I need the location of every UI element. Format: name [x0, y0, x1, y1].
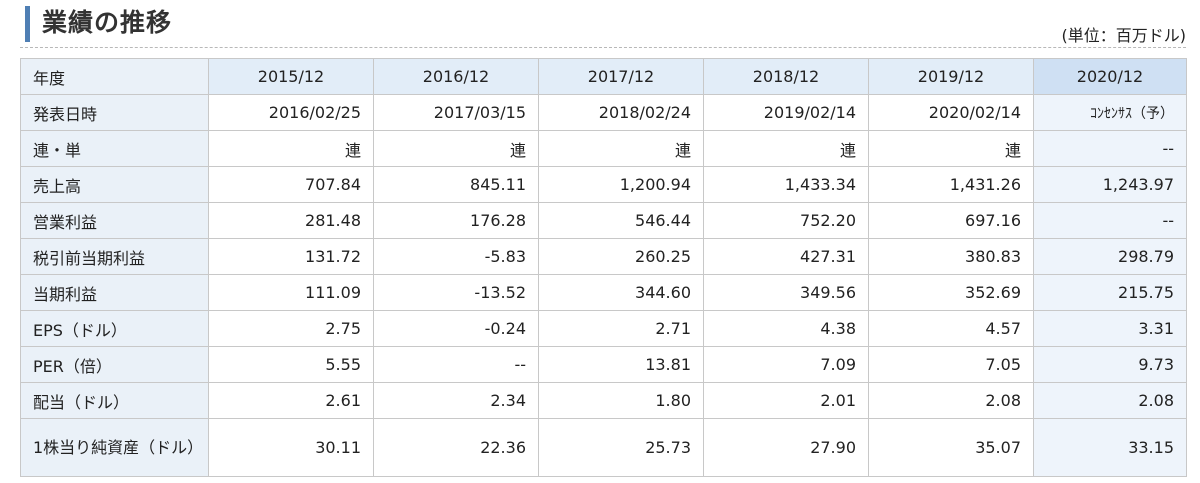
table-row: 1株当り純資産（ドル） 30.11 22.36 25.73 27.90 35.07 33.1… — [20, 418, 1187, 477]
value-cell: 176.28 — [373, 202, 539, 239]
table-row: 当期利益 111.09 -13.52 344.60 349.56 352.69 215.75 — [20, 274, 1187, 311]
row-label: PER（倍） — [20, 346, 209, 383]
table-header-row: 年度 2015/12 2016/12 2017/12 2018/12 2019/… — [20, 58, 1187, 95]
value-cell: 連 — [373, 130, 539, 167]
unit-label: (単位：百万ドル) — [1061, 26, 1187, 45]
value-cell: 2.61 — [208, 382, 374, 419]
value-cell: -13.52 — [373, 274, 539, 311]
table-body: 発表日時 2016/02/25 2017/03/15 2018/02/24 2019/0… — [20, 94, 1187, 477]
value-cell: 707.84 — [208, 166, 374, 203]
value-cell: 352.69 — [868, 274, 1034, 311]
row-label: 連・単 — [20, 130, 209, 167]
consensus-cell: -- — [1033, 130, 1187, 167]
value-cell: -0.24 — [373, 310, 539, 347]
value-cell: 27.90 — [703, 418, 869, 477]
performance-table: 年度 2015/12 2016/12 2017/12 2018/12 2019/… — [20, 58, 1187, 477]
title-accent-bar — [25, 6, 30, 42]
year-header-label: 年度 — [20, 58, 209, 95]
table-row: 売上高 707.84 845.11 1,200.94 1,433.34 1,431.26 1… — [20, 166, 1187, 203]
consensus-cell: ｺﾝｾﾝｻｽ（予） — [1033, 94, 1187, 131]
table-row: PER（倍） 5.55 -- 13.81 7.09 7.05 9.73 — [20, 346, 1187, 383]
value-cell: 697.16 — [868, 202, 1034, 239]
value-cell: 111.09 — [208, 274, 374, 311]
year-header: 2016/12 — [373, 58, 539, 95]
consensus-cell: 1,243.97 — [1033, 166, 1187, 203]
value-cell: 30.11 — [208, 418, 374, 477]
consensus-cell: 3.31 — [1033, 310, 1187, 347]
value-cell: 2.71 — [538, 310, 704, 347]
row-label: 当期利益 — [20, 274, 209, 311]
dashed-divider — [20, 47, 1186, 48]
row-label: 発表日時 — [20, 94, 209, 131]
value-cell: -5.83 — [373, 238, 539, 275]
value-cell: 1,433.34 — [703, 166, 869, 203]
value-cell: 260.25 — [538, 238, 704, 275]
row-label: 配当（ドル） — [20, 382, 209, 419]
value-cell: 25.73 — [538, 418, 704, 477]
value-cell: 2017/03/15 — [373, 94, 539, 131]
consensus-cell: 33.15 — [1033, 418, 1187, 477]
value-cell: 380.83 — [868, 238, 1034, 275]
table-row: 税引前当期利益 131.72 -5.83 260.25 427.31 380.83 298.… — [20, 238, 1187, 275]
consensus-cell: 9.73 — [1033, 346, 1187, 383]
table-row: EPS（ドル） 2.75 -0.24 2.71 4.38 4.57 3.31 — [20, 310, 1187, 347]
value-cell: 連 — [703, 130, 869, 167]
value-cell: 344.60 — [538, 274, 704, 311]
value-cell: 連 — [868, 130, 1034, 167]
value-cell: 546.44 — [538, 202, 704, 239]
value-cell: 22.36 — [373, 418, 539, 477]
year-header: 2018/12 — [703, 58, 869, 95]
value-cell: 2.75 — [208, 310, 374, 347]
value-cell: 845.11 — [373, 166, 539, 203]
value-cell: 2020/02/14 — [868, 94, 1034, 131]
row-label: 税引前当期利益 — [20, 238, 209, 275]
row-label: 1株当り純資産（ドル） — [20, 418, 209, 477]
value-cell: 2019/02/14 — [703, 94, 869, 131]
value-cell: 35.07 — [868, 418, 1034, 477]
year-header: 2017/12 — [538, 58, 704, 95]
value-cell: 4.57 — [868, 310, 1034, 347]
value-cell: 連 — [208, 130, 374, 167]
row-label: 営業利益 — [20, 202, 209, 239]
value-cell: 連 — [538, 130, 704, 167]
row-label: 売上高 — [20, 166, 209, 203]
value-cell: 281.48 — [208, 202, 374, 239]
value-cell: 1,431.26 — [868, 166, 1034, 203]
year-header: 2015/12 — [208, 58, 374, 95]
value-cell: 1.80 — [538, 382, 704, 419]
value-cell: 427.31 — [703, 238, 869, 275]
year-header: 2019/12 — [868, 58, 1034, 95]
value-cell: 13.81 — [538, 346, 704, 383]
value-cell: 5.55 — [208, 346, 374, 383]
value-cell: 7.05 — [868, 346, 1034, 383]
value-cell: 1,200.94 — [538, 166, 704, 203]
consensus-cell: 215.75 — [1033, 274, 1187, 311]
table-row: 営業利益 281.48 176.28 546.44 752.20 697.16 -- — [20, 202, 1187, 239]
value-cell: 2.08 — [868, 382, 1034, 419]
value-cell: 349.56 — [703, 274, 869, 311]
value-cell: 2.34 — [373, 382, 539, 419]
row-label: EPS（ドル） — [20, 310, 209, 347]
table-row: 配当（ドル） 2.61 2.34 1.80 2.01 2.08 2.08 — [20, 382, 1187, 419]
section-title: 業績の推移 — [42, 8, 173, 37]
value-cell: -- — [373, 346, 539, 383]
section-header: 業績の推移 (単位：百万ドル) — [0, 0, 1200, 50]
consensus-cell: 2.08 — [1033, 382, 1187, 419]
table-row: 発表日時 2016/02/25 2017/03/15 2018/02/24 2019/0… — [20, 94, 1187, 131]
value-cell: 752.20 — [703, 202, 869, 239]
value-cell: 131.72 — [208, 238, 374, 275]
value-cell: 2016/02/25 — [208, 94, 374, 131]
value-cell: 4.38 — [703, 310, 869, 347]
year-header-consensus: 2020/12 — [1033, 58, 1187, 95]
value-cell: 7.09 — [703, 346, 869, 383]
value-cell: 2018/02/24 — [538, 94, 704, 131]
consensus-cell: -- — [1033, 202, 1187, 239]
value-cell: 2.01 — [703, 382, 869, 419]
consensus-cell: 298.79 — [1033, 238, 1187, 275]
table-row: 連・単連連連連連 -- — [20, 130, 1187, 167]
